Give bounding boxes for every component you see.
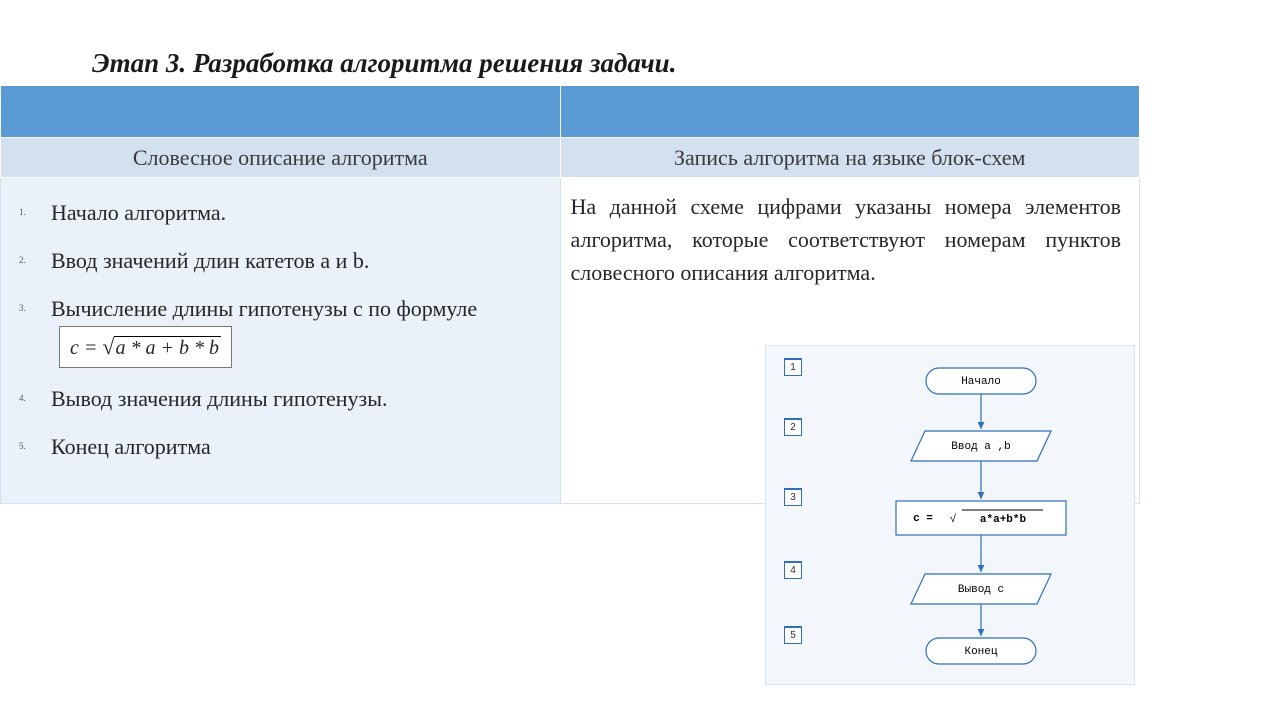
flowchart-step-number: 1 — [784, 358, 802, 376]
flowchart-panel: НачалоВвод a ,bc = √a*a+b*bВывод cКонец … — [765, 345, 1135, 685]
algo-step-4: Вывод значения длины гипотенузы. — [51, 382, 536, 416]
svg-text:Ввод a ,b: Ввод a ,b — [951, 441, 1010, 453]
subheader-right: Запись алгоритма на языке блок-схем — [560, 138, 1139, 178]
algo-step-3-text: Вычисление длины гипотенузы с по формуле — [51, 296, 477, 321]
svg-text:a*a+b*b: a*a+b*b — [980, 514, 1027, 526]
algo-step-1: Начало алгоритма. — [51, 196, 536, 230]
formula-rhs: a * a + b * b — [114, 336, 221, 359]
page-title: Этап 3. Разработка алгоритма решения зад… — [92, 48, 676, 79]
formula-lhs: c = — [70, 337, 102, 359]
formula-box: c = √a * a + b * b — [59, 326, 232, 368]
left-cell: Начало алгоритма. Ввод значений длин кат… — [1, 178, 561, 504]
flowchart-svg: Начало Ввод a ,b c = √ a*a+b*b Вывод c Конец — [766, 346, 1136, 686]
svg-text:√: √ — [950, 513, 957, 526]
right-paragraph: На данной схеме цифрами указаны номера э… — [571, 190, 1121, 289]
algo-step-3: Вычисление длины гипотенузы с по формуле… — [51, 292, 536, 368]
header-row-blank — [1, 86, 1140, 138]
algorithm-list: Начало алгоритма. Ввод значений длин кат… — [51, 196, 536, 465]
subheader-row: Словесное описание алгоритма Запись алго… — [1, 138, 1140, 178]
algo-step-5: Конец алгоритма — [51, 430, 536, 464]
svg-text:Вывод c: Вывод c — [958, 584, 1004, 596]
flowchart-step-number: 5 — [784, 626, 802, 644]
svg-text:Конец: Конец — [964, 646, 997, 658]
algo-step-2: Ввод значений длин катетов a и b. — [51, 244, 536, 278]
flowchart-step-number: 3 — [784, 488, 802, 506]
svg-text:c =: c = — [913, 513, 933, 525]
flowchart-step-number: 4 — [784, 561, 802, 579]
subheader-left: Словесное описание алгоритма — [1, 138, 561, 178]
svg-text:Начало: Начало — [961, 376, 1001, 388]
flowchart-step-number: 2 — [784, 418, 802, 436]
